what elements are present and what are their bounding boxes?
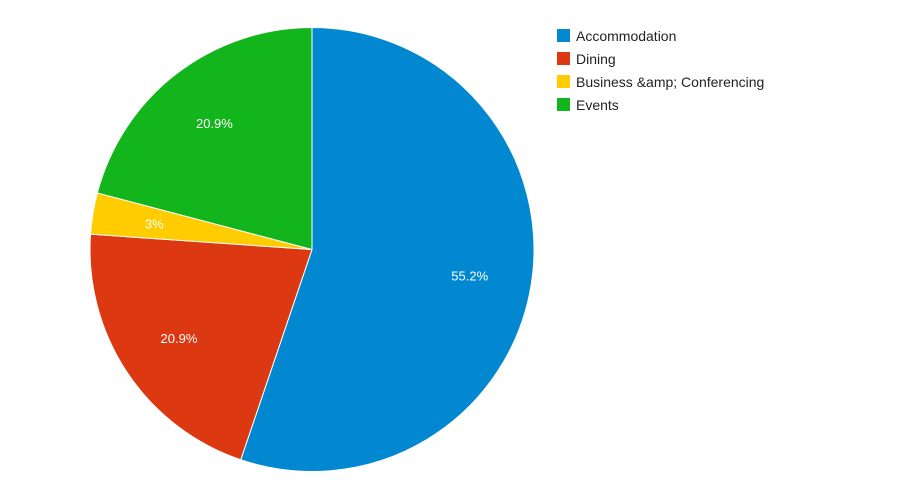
legend-label-events: Events <box>576 96 619 113</box>
data-label-events: 20.9% <box>196 116 233 131</box>
pie-slice-dining[interactable] <box>89 233 313 461</box>
legend-swatch-events <box>557 98 570 111</box>
pie-slice-labels: 55.2% 20.9% 3% 20.9% <box>145 116 489 346</box>
legend-swatch-accommodation <box>557 29 570 42</box>
legend-swatch-dining <box>557 52 570 65</box>
legend-item-dining[interactable]: Dining <box>557 47 764 70</box>
chart-legend: Accommodation Dining Business &amp; Conf… <box>557 24 764 116</box>
data-label-dining: 20.9% <box>161 331 198 346</box>
legend-label-business-conferencing: Business &amp; Conferencing <box>576 73 765 90</box>
legend-label-accommodation: Accommodation <box>576 27 677 44</box>
pie-slices <box>89 26 535 472</box>
legend-item-events[interactable]: Events <box>557 93 764 116</box>
legend-item-accommodation[interactable]: Accommodation <box>557 24 764 47</box>
pie-slice-accommodation[interactable] <box>240 26 535 472</box>
legend-item-business-conferencing[interactable]: Business &amp; Conferencing <box>557 70 764 93</box>
data-label-accommodation: 55.2% <box>451 268 488 283</box>
data-label-business-conferencing: 3% <box>145 217 164 232</box>
legend-label-dining: Dining <box>576 50 616 67</box>
pie-slice-events[interactable] <box>96 26 313 251</box>
legend-swatch-business-conferencing <box>557 75 570 88</box>
